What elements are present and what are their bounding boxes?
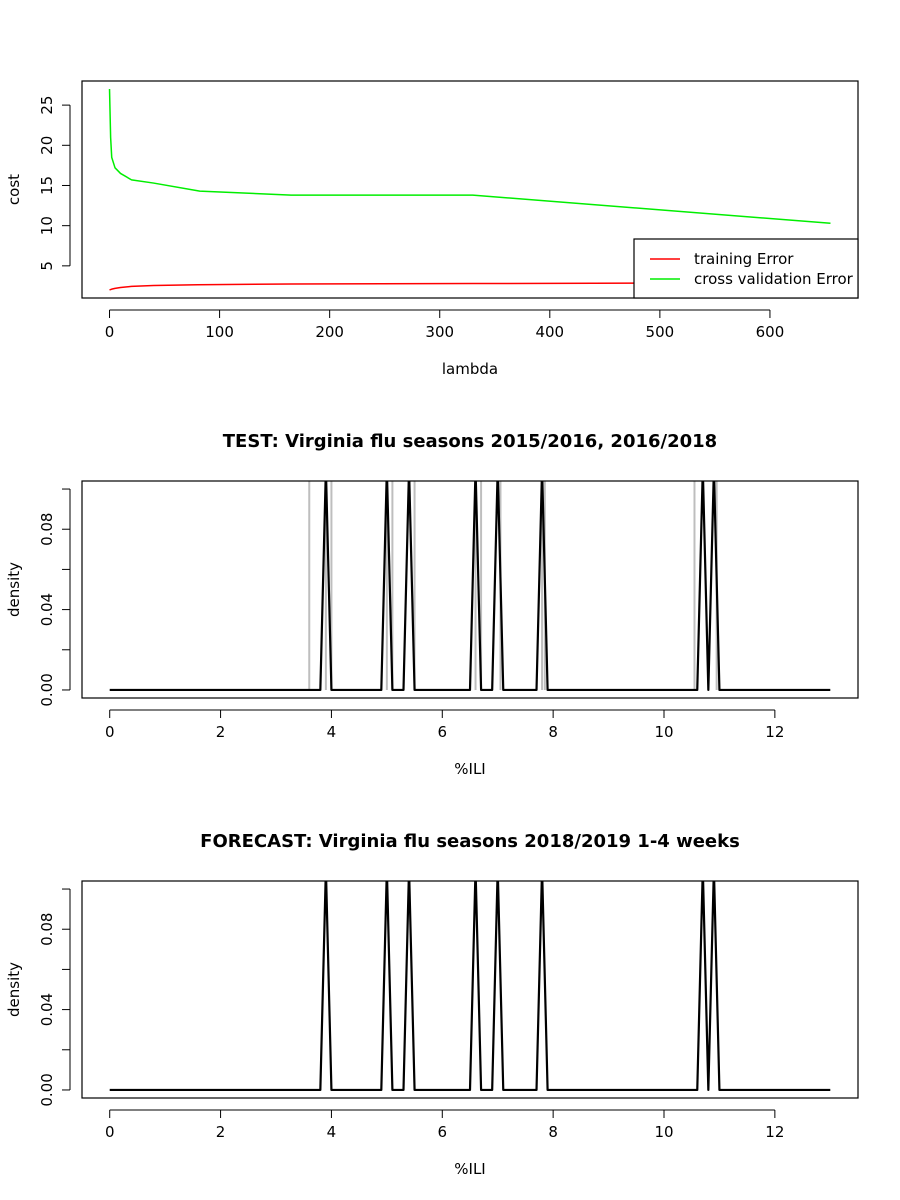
x-tick-label: 12 <box>765 1123 784 1141</box>
chart-panel-3: FORECAST: Virginia flu seasons 2018/2019… <box>5 831 859 1178</box>
x-tick-label: 12 <box>765 723 784 741</box>
x-tick-label: 2 <box>216 723 226 741</box>
plot-frame <box>81 880 859 1099</box>
chart-panel-1: 0 100 200 300 400 500 600 lambda 5 10 15 20 25 cost tr… <box>5 80 859 378</box>
x-tick-label: 10 <box>654 723 673 741</box>
chart-title: FORECAST: Virginia flu seasons 2018/2019… <box>200 831 740 852</box>
y-tick-label: 10 <box>38 216 56 235</box>
y-axis-label: cost <box>5 174 23 205</box>
y-axis-label: density <box>5 962 23 1017</box>
x-tick-label: 6 <box>438 1123 448 1141</box>
y-tick-label: 0.08 <box>38 913 56 946</box>
x-axis-label: %ILI <box>454 760 485 778</box>
x-axis-label: %ILI <box>454 1160 485 1178</box>
y-tick-label: 0.08 <box>38 513 56 546</box>
x-tick-label: 0 <box>105 1123 115 1141</box>
series-line-1 <box>109 481 831 692</box>
plot-area <box>109 481 831 692</box>
x-tick-label: 400 <box>535 323 564 341</box>
x-tick-label: 8 <box>548 723 558 741</box>
chart-panel-2: TEST: Virginia flu seasons 2015/2016, 20… <box>5 431 859 778</box>
y-tick-label: 15 <box>38 176 56 195</box>
legend-box <box>633 238 859 299</box>
x-tick-label: 300 <box>425 323 454 341</box>
x-tick-label: 200 <box>315 323 344 341</box>
chart-title: TEST: Virginia flu seasons 2015/2016, 20… <box>223 431 717 452</box>
plot-area <box>109 881 831 1092</box>
x-tick-label: 4 <box>327 1123 337 1141</box>
legend: training Error cross validation Error <box>633 238 859 299</box>
x-tick-label: 10 <box>654 1123 673 1141</box>
plot-frame <box>81 480 859 699</box>
x-tick-label: 600 <box>756 323 785 341</box>
x-tick-label: 6 <box>438 723 448 741</box>
y-axis-label: density <box>5 562 23 617</box>
x-tick-label: 500 <box>646 323 675 341</box>
series-line-1 <box>109 281 831 291</box>
x-tick-label: 0 <box>105 323 115 341</box>
series-line-1 <box>109 881 831 1092</box>
legend-label: cross validation Error <box>694 270 854 288</box>
plot-frame <box>81 80 859 299</box>
y-tick-label: 25 <box>38 96 56 115</box>
y-tick-label: 0.00 <box>38 1073 56 1106</box>
y-tick-label: 0.04 <box>38 593 56 626</box>
x-tick-label: 2 <box>216 1123 226 1141</box>
y-tick-label: 20 <box>38 136 56 155</box>
x-tick-label: 4 <box>327 723 337 741</box>
x-tick-label: 0 <box>105 723 115 741</box>
legend-label: training Error <box>694 250 794 268</box>
x-axis-label: lambda <box>442 360 498 378</box>
y-tick-label: 0.00 <box>38 673 56 706</box>
x-tick-label: 8 <box>548 1123 558 1141</box>
plot-area <box>108 89 831 291</box>
y-tick-label: 5 <box>38 261 56 271</box>
x-tick-label: 100 <box>205 323 234 341</box>
series-line-2 <box>108 89 831 225</box>
y-tick-label: 0.04 <box>38 993 56 1026</box>
